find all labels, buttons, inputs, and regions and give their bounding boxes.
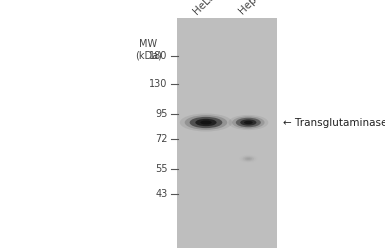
Text: ← Transglutaminase 2: ← Transglutaminase 2 [283, 118, 385, 128]
Ellipse shape [228, 115, 268, 130]
Ellipse shape [243, 156, 254, 161]
Ellipse shape [190, 117, 223, 128]
Text: 55: 55 [155, 164, 167, 174]
Text: 72: 72 [155, 134, 167, 144]
Ellipse shape [185, 115, 227, 130]
Ellipse shape [241, 156, 256, 162]
Ellipse shape [236, 118, 261, 127]
Ellipse shape [244, 157, 252, 160]
Text: HepG2: HepG2 [238, 0, 270, 16]
Text: 43: 43 [155, 189, 167, 199]
Ellipse shape [195, 119, 217, 126]
Ellipse shape [200, 120, 212, 124]
Ellipse shape [246, 158, 250, 160]
Ellipse shape [240, 120, 256, 126]
Bar [177, 18, 277, 247]
Text: 180: 180 [149, 51, 167, 61]
Text: 130: 130 [149, 79, 167, 89]
Ellipse shape [180, 114, 232, 132]
Ellipse shape [244, 121, 253, 124]
Text: HeLa: HeLa [191, 0, 217, 16]
Text: MW
(kDa): MW (kDa) [135, 39, 162, 60]
Text: 95: 95 [155, 109, 167, 119]
Ellipse shape [232, 116, 264, 129]
